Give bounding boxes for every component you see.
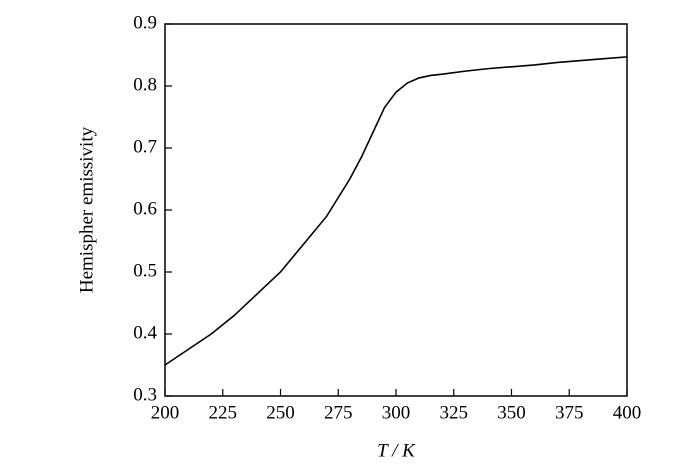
y-tick-label: 0.9 [133, 12, 157, 33]
data-line [164, 56, 628, 366]
x-tick-label: 300 [382, 402, 411, 423]
x-axis-label: T / K [377, 440, 416, 461]
y-tick-label: 0.5 [133, 260, 157, 281]
y-axis-label: Hemispher emissivity [76, 126, 97, 293]
y-tick-label: 0.3 [133, 384, 157, 405]
x-tick-label: 275 [324, 402, 353, 423]
x-tick-label: 350 [497, 402, 526, 423]
x-tick-label: 400 [613, 402, 642, 423]
plot-frame [164, 23, 628, 397]
y-tick-label: 0.6 [133, 198, 157, 219]
x-tick-label: 250 [266, 402, 295, 423]
y-tick-label: 0.7 [133, 136, 157, 157]
y-tick-label: 0.8 [133, 74, 157, 95]
y-tick-label: 0.4 [133, 322, 157, 343]
x-tick-label: 325 [440, 402, 469, 423]
x-tick-label: 225 [209, 402, 238, 423]
x-tick-label: 200 [151, 402, 180, 423]
x-tick-label: 375 [555, 402, 584, 423]
